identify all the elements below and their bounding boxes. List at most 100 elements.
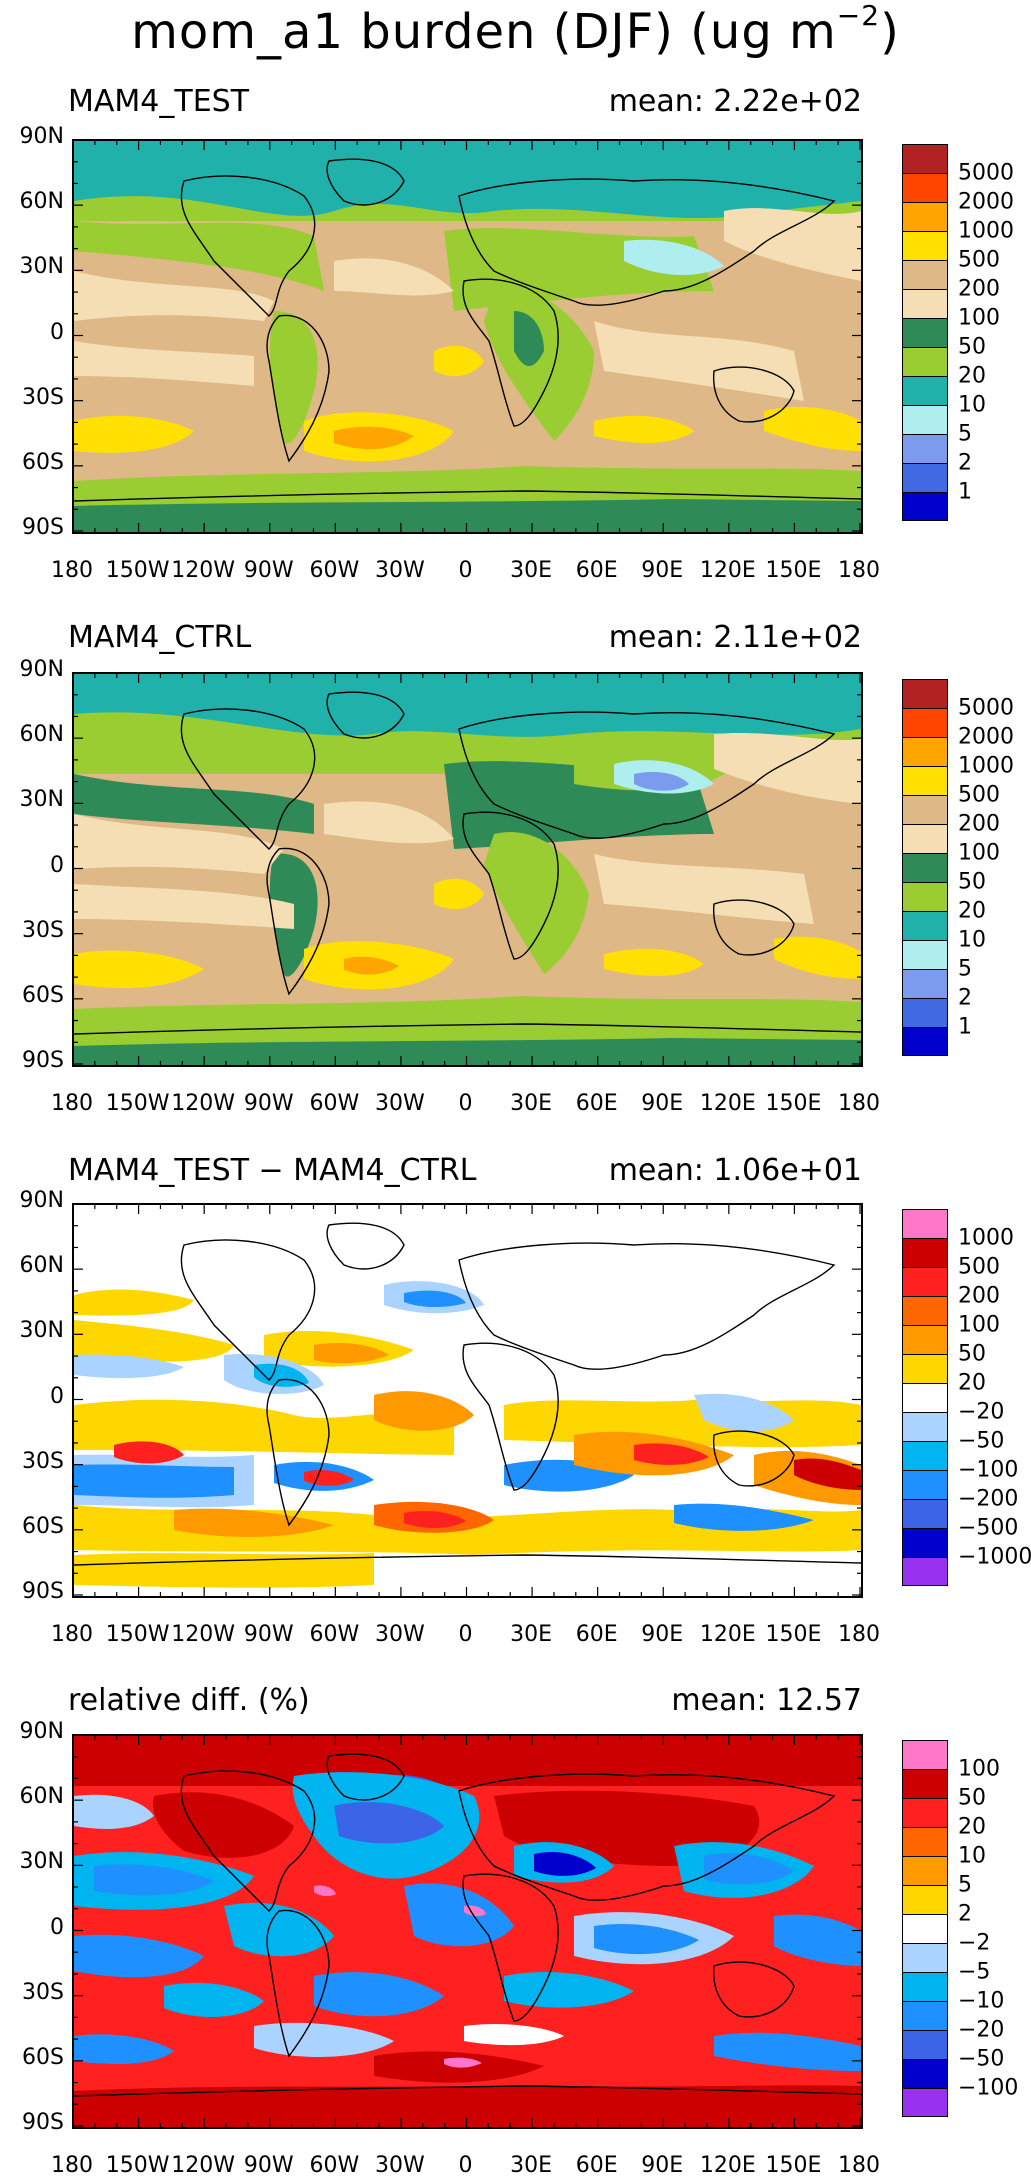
colorbar-label: 100 [958, 1756, 1000, 1782]
colorbar-swatch [902, 1412, 948, 1441]
colorbar-swatch [902, 1296, 948, 1325]
panel-4-lat-label: 30N [19, 1849, 64, 1875]
colorbar-label: 1000 [958, 1225, 1014, 1251]
panel-3-lon-label: 180 [51, 1622, 93, 1647]
panel-1-lon-label: 150E [765, 558, 822, 583]
colorbar-swatch [902, 969, 948, 998]
colorbar-swatch [902, 1325, 948, 1354]
panel-4-axis-ticks [72, 1734, 862, 2128]
colorbar-label: −100 [958, 1457, 1019, 1483]
panel-4-lat-label: 90S [22, 2110, 64, 2135]
colorbar-swatch [902, 766, 948, 795]
panel-2-axis-ticks [72, 672, 862, 1066]
figure-title-exponent: −2 [836, 0, 881, 32]
colorbar-swatch [902, 434, 948, 463]
panel-1-lat-label: 60S [22, 449, 64, 475]
colorbar-label: 50 [958, 869, 986, 895]
panel-2-lon-label: 60W [309, 1091, 360, 1116]
colorbar-label: 20 [958, 1814, 986, 1840]
colorbar-label: 10 [958, 927, 986, 953]
colorbar-label: 5 [958, 421, 972, 447]
panel-1-lon-label: 150W [105, 558, 170, 583]
panel-1-lon-label: 0 [458, 558, 473, 583]
panel-3-lat-label: 90N [19, 1188, 64, 1213]
panel-3-lon-label: 120E [699, 1622, 756, 1647]
panel-3-lon-label: 30W [375, 1622, 425, 1647]
panel-2-lon-label: 30E [510, 1091, 553, 1116]
panel-3-lon-label: 30E [510, 1622, 553, 1647]
panel-2-map [72, 672, 863, 1067]
colorbar-swatch [902, 1856, 948, 1885]
colorbar-label: 2 [958, 450, 972, 476]
colorbar-swatch [902, 1528, 948, 1557]
panel-2-lon-label: 90W [243, 1091, 294, 1116]
panel-1-lat-label: 30N [19, 254, 64, 280]
colorbar-label: 200 [958, 1283, 1000, 1309]
panel-4-lon-label: 150W [105, 2153, 170, 2178]
panel-2-lon-label: 150W [105, 1091, 170, 1116]
panel-4-lat-label: 60S [22, 2044, 64, 2070]
colorbar-swatch [902, 1972, 948, 2001]
panel-2-lon-label: 120W [171, 1091, 236, 1116]
colorbar-swatch [902, 708, 948, 737]
panel-4-lat-label: 90N [19, 1719, 64, 1744]
panel-3-lat-label: 0 [50, 1383, 64, 1409]
colorbar-swatch [902, 737, 948, 766]
panel-4-lon-label: 60E [575, 2153, 618, 2178]
panel-1-lon-label: 60W [309, 558, 360, 583]
colorbar-swatch [902, 940, 948, 969]
colorbar-label: 1000 [958, 753, 1014, 779]
colorbar-label: 10 [958, 1843, 986, 1869]
colorbar-swatch [902, 260, 948, 289]
panel-2-name: MAM4_CTRL [68, 620, 252, 655]
colorbar-label: 1 [958, 1014, 972, 1040]
panel-3-lat-label: 90S [22, 1579, 64, 1604]
panel-2-lon-label: 180 [51, 1091, 93, 1116]
panel-2-lon-label: 120E [699, 1091, 756, 1116]
panel-3-lon-label: 0 [458, 1622, 473, 1647]
colorbar-swatch [902, 202, 948, 231]
colorbar-swatch [902, 1470, 948, 1499]
colorbar-swatch [902, 289, 948, 318]
colorbar-label: 20 [958, 898, 986, 924]
colorbar-swatch [902, 1499, 948, 1528]
colorbar-label: −5 [958, 1959, 991, 1985]
panel-4-lat-label: 30S [22, 1979, 64, 2005]
colorbar-swatch [902, 376, 948, 405]
colorbar-label: −500 [958, 1515, 1019, 1541]
colorbar-label: 20 [958, 363, 986, 389]
panel-2-lon-label: 90E [641, 1091, 684, 1116]
panel-4-mean: mean: 12.57 [671, 1683, 862, 1718]
colorbar-label: −50 [958, 1428, 1005, 1454]
colorbar-label: 500 [958, 782, 1000, 808]
panel-4-lat-label: 0 [50, 1914, 64, 1940]
panel-4-lon-label: 180 [838, 2153, 880, 2178]
panel-2-lat-label: 30S [22, 917, 64, 943]
panel-3-lon-label: 60E [575, 1622, 618, 1647]
colorbar-swatch [902, 1914, 948, 1943]
panel-2-lon-label: 150E [765, 1091, 822, 1116]
colorbar-swatch [902, 1267, 948, 1296]
panel-3-name: MAM4_TEST − MAM4_CTRL [68, 1153, 477, 1188]
panel-4-lon-label: 120E [699, 2153, 756, 2178]
panel-3-axis-ticks [72, 1203, 862, 1597]
panel-4-lon-label: 30W [375, 2153, 425, 2178]
colorbar-swatch [902, 795, 948, 824]
panel-1-lon-label: 60E [575, 558, 618, 583]
colorbar-swatch [902, 1238, 948, 1267]
panel-4-lon-label: 120W [171, 2153, 236, 2178]
panel-4-lon-label: 150E [765, 2153, 822, 2178]
panel-4-map [72, 1734, 863, 2129]
panel-4-colorbar: 100 50 20 10 5 2 −2 −5 −10 −20 −50 −100 [902, 1740, 1031, 2119]
colorbar-label: 5000 [958, 695, 1014, 721]
figure-title-close: ) [880, 4, 900, 60]
panel-3-lon-label: 90E [641, 1622, 684, 1647]
colorbar-swatch [902, 347, 948, 376]
panel-3-lon-label: 60W [309, 1622, 360, 1647]
colorbar-swatch [902, 911, 948, 940]
panel-2-lon-label: 60E [575, 1091, 618, 1116]
panel-2-lon-label: 180 [838, 1091, 880, 1116]
panel-1-lon-label: 90E [641, 558, 684, 583]
colorbar-label: 200 [958, 811, 1000, 837]
colorbar-label: 5000 [958, 160, 1014, 186]
